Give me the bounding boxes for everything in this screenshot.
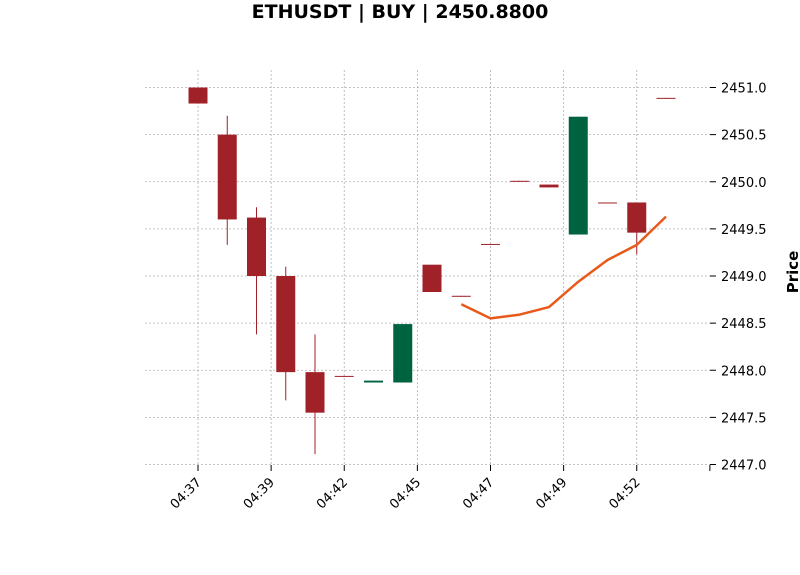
candle-body [627,202,647,233]
chart-title: ETHUSDT | BUY | 2450.8800 [251,1,549,23]
moving-average [460,215,667,320]
candle [217,115,237,245]
x-tick-label: 04:47 [460,475,497,512]
candle [451,295,471,297]
candle-body [422,264,442,293]
y-tick-label: 2450.5 [721,129,767,144]
x-tick-label: 04:42 [314,475,351,512]
candle [276,266,296,401]
candle-body [364,380,383,383]
candle [422,264,442,293]
candle-body [481,243,500,245]
candle [627,202,647,255]
axes: 2447.0 2447.5 2448.0 2448.5 2449.0 2449.5 2450… [168,82,767,513]
candle-body [598,202,617,204]
candle [305,334,325,455]
candle-body [334,375,354,377]
x-tick-label: 04:37 [168,475,205,512]
candle-body [305,372,325,413]
candle [247,207,266,335]
y-tick-label: 2448.0 [721,364,767,379]
candle [481,243,500,245]
y-tick-label: 2449.0 [721,270,767,285]
grid [145,70,710,465]
y-tick-label: 2450.0 [721,176,767,191]
candle [393,324,413,383]
candle [656,97,676,99]
candles [188,87,676,455]
x-tick-label: 04:49 [533,475,570,512]
y-tick-label: 2451.0 [721,82,767,97]
candle [364,380,383,383]
candle [598,202,617,204]
candle [539,184,559,188]
candle-body [217,134,237,220]
candle-body [393,324,413,383]
candle-body [539,184,559,188]
candle-body [247,217,266,276]
y-tick-label: 2447.5 [721,411,767,426]
candle [188,87,208,104]
candle-body [276,276,296,373]
y-tick-label: 2448.5 [721,317,767,332]
y-tick-label: 2449.5 [721,223,767,238]
x-tick-label: 04:39 [241,475,278,512]
x-tick-label: 04:52 [606,475,643,512]
candle-body [568,116,588,235]
candle [568,116,588,235]
candle-body [510,180,530,182]
candle-body [451,295,471,297]
candle-body [656,97,676,99]
candle [334,375,354,377]
y-axis-title: Price [784,251,800,294]
moving-average-line [460,215,667,320]
candle [510,180,530,182]
y-tick-label: 2447.0 [721,459,767,474]
candle-body [188,87,208,104]
x-tick-label: 04:45 [387,475,424,512]
